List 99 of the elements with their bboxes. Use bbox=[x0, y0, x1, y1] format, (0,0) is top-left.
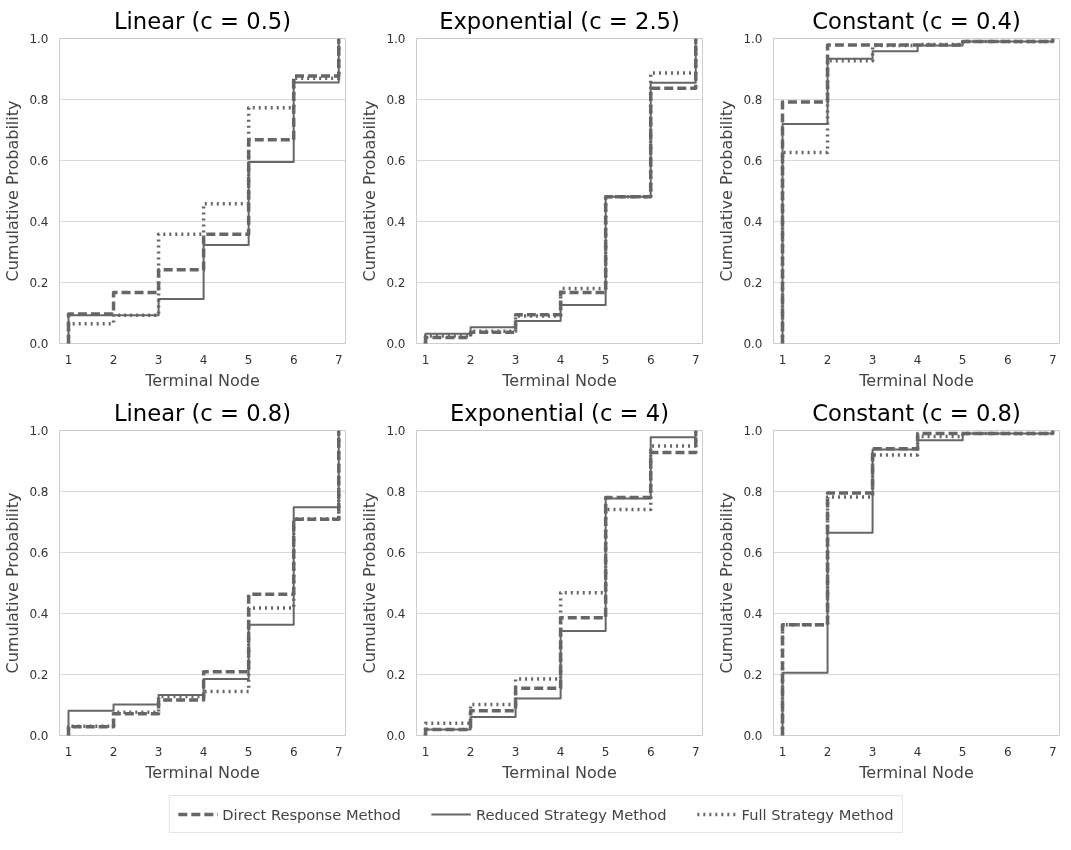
x-axis-title: Terminal Node bbox=[144, 762, 260, 782]
x-tick-label: 7 bbox=[691, 352, 700, 367]
x-tick-label: 1 bbox=[64, 744, 73, 759]
x-tick-label: 3 bbox=[154, 744, 163, 759]
y-tick-label: 0.2 bbox=[743, 668, 763, 682]
x-tick-label: 6 bbox=[289, 744, 298, 759]
x-tick-label: 4 bbox=[913, 744, 922, 759]
x-tick-label: 5 bbox=[244, 744, 253, 759]
y-tick-label: 1.0 bbox=[743, 32, 763, 46]
chart-title: Exponential (c = 4) bbox=[449, 399, 670, 426]
y-tick-label: 0.8 bbox=[386, 93, 406, 107]
x-tick-label: 1 bbox=[778, 352, 787, 367]
y-axis-title: Cumulative Probability bbox=[360, 100, 380, 282]
y-axis-title: Cumulative Probability bbox=[3, 492, 23, 674]
y-axis-title: Cumulative Probability bbox=[3, 100, 23, 282]
x-tick-label: 6 bbox=[289, 352, 298, 367]
y-tick-label: 0.4 bbox=[29, 607, 49, 621]
y-tick-label: 0.8 bbox=[743, 485, 763, 499]
y-tick-label: 0.0 bbox=[29, 729, 49, 743]
x-tick-label: 1 bbox=[421, 744, 430, 759]
x-tick-label: 7 bbox=[691, 744, 700, 759]
x-tick-label: 2 bbox=[823, 744, 832, 759]
y-tick-label: 0.0 bbox=[386, 337, 406, 351]
y-tick-label: 0.4 bbox=[386, 607, 406, 621]
x-tick-label: 6 bbox=[646, 352, 655, 367]
x-tick-label: 5 bbox=[601, 352, 610, 367]
x-tick-label: 1 bbox=[778, 744, 787, 759]
chart-title: Exponential (c = 2.5) bbox=[439, 7, 680, 34]
chart-title: Linear (c = 0.5) bbox=[113, 7, 292, 34]
y-tick-label: 0.8 bbox=[743, 93, 763, 107]
y-tick-label: 0.6 bbox=[29, 546, 49, 560]
x-tick-label: 1 bbox=[421, 352, 430, 367]
y-tick-label: 0.4 bbox=[743, 607, 763, 621]
legend-label: Full Strategy Method bbox=[741, 805, 894, 823]
y-tick-label: 0.2 bbox=[743, 276, 763, 290]
x-tick-label: 4 bbox=[913, 352, 922, 367]
x-tick-label: 6 bbox=[1003, 352, 1012, 367]
x-tick-label: 3 bbox=[511, 352, 520, 367]
y-tick-label: 1.0 bbox=[743, 424, 763, 438]
x-tick-label: 7 bbox=[1048, 744, 1057, 759]
y-tick-label: 0.4 bbox=[29, 215, 49, 229]
y-tick-label: 0.6 bbox=[386, 546, 406, 560]
x-tick-label: 2 bbox=[823, 352, 832, 367]
y-axis-title: Cumulative Probability bbox=[717, 100, 737, 282]
x-axis-title: Terminal Node bbox=[144, 370, 260, 390]
x-tick-label: 5 bbox=[244, 352, 253, 367]
x-tick-label: 5 bbox=[601, 744, 610, 759]
legend-label: Direct Response Method bbox=[222, 805, 401, 823]
y-tick-label: 0.2 bbox=[386, 276, 406, 290]
x-tick-label: 3 bbox=[868, 352, 877, 367]
y-tick-label: 0.6 bbox=[386, 154, 406, 168]
y-tick-label: 0.0 bbox=[29, 337, 49, 351]
y-tick-label: 1.0 bbox=[386, 424, 406, 438]
x-tick-label: 6 bbox=[646, 744, 655, 759]
x-tick-label: 7 bbox=[334, 352, 343, 367]
y-tick-label: 1.0 bbox=[386, 32, 406, 46]
x-tick-label: 5 bbox=[958, 744, 967, 759]
y-tick-label: 0.0 bbox=[743, 729, 763, 743]
x-axis-title: Terminal Node bbox=[501, 370, 617, 390]
legend-label: Reduced Strategy Method bbox=[475, 805, 667, 823]
x-tick-label: 3 bbox=[154, 352, 163, 367]
y-tick-label: 0.6 bbox=[743, 546, 763, 560]
y-tick-label: 0.4 bbox=[743, 215, 763, 229]
y-tick-label: 0.0 bbox=[743, 337, 763, 351]
x-tick-label: 3 bbox=[868, 744, 877, 759]
y-axis-title: Cumulative Probability bbox=[717, 492, 737, 674]
y-tick-label: 0.4 bbox=[386, 215, 406, 229]
y-tick-label: 1.0 bbox=[29, 32, 49, 46]
chart-title: Constant (c = 0.8) bbox=[812, 399, 1021, 426]
x-tick-label: 5 bbox=[958, 352, 967, 367]
x-tick-label: 7 bbox=[334, 744, 343, 759]
y-axis-title: Cumulative Probability bbox=[360, 492, 380, 674]
y-tick-label: 0.0 bbox=[386, 729, 406, 743]
x-tick-label: 2 bbox=[109, 352, 118, 367]
chart-title: Linear (c = 0.8) bbox=[113, 399, 292, 426]
y-tick-label: 1.0 bbox=[29, 424, 49, 438]
chart-title: Constant (c = 0.4) bbox=[812, 7, 1021, 34]
x-axis-title: Terminal Node bbox=[501, 762, 617, 782]
y-tick-label: 0.8 bbox=[29, 93, 49, 107]
x-axis-title: Terminal Node bbox=[858, 762, 974, 782]
x-tick-label: 4 bbox=[556, 744, 565, 759]
x-tick-label: 2 bbox=[466, 352, 475, 367]
y-tick-label: 0.8 bbox=[29, 485, 49, 499]
y-tick-label: 0.8 bbox=[386, 485, 406, 499]
y-tick-label: 0.6 bbox=[29, 154, 49, 168]
y-tick-label: 0.6 bbox=[743, 154, 763, 168]
x-tick-label: 7 bbox=[1048, 352, 1057, 367]
x-tick-label: 2 bbox=[109, 744, 118, 759]
x-tick-label: 3 bbox=[511, 744, 520, 759]
x-tick-label: 1 bbox=[64, 352, 73, 367]
x-axis-title: Terminal Node bbox=[858, 370, 974, 390]
x-tick-label: 4 bbox=[199, 352, 208, 367]
x-tick-label: 4 bbox=[199, 744, 208, 759]
y-tick-label: 0.2 bbox=[29, 668, 49, 682]
y-tick-label: 0.2 bbox=[29, 276, 49, 290]
x-tick-label: 2 bbox=[466, 744, 475, 759]
x-tick-label: 6 bbox=[1003, 744, 1012, 759]
x-tick-label: 4 bbox=[556, 352, 565, 367]
y-tick-label: 0.2 bbox=[386, 668, 406, 682]
